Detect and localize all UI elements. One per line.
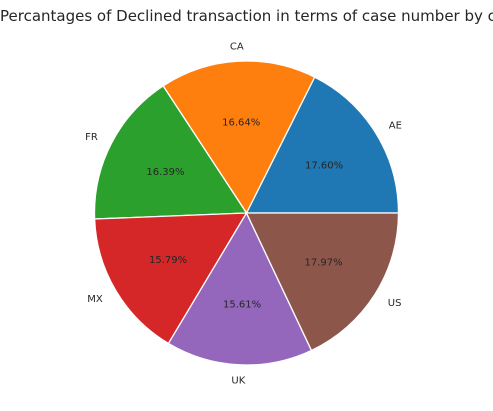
slice-pct-us: 17.97% (304, 257, 342, 268)
slice-pct-ae: 17.60% (305, 161, 343, 172)
slice-pct-fr: 16.39% (146, 167, 184, 178)
slice-pct-mx: 15.79% (149, 255, 187, 266)
slice-label-uk: UK (231, 376, 245, 387)
slice-label-ae: AE (389, 121, 402, 132)
chart-title: Percantages of Declined transaction in t… (0, 7, 493, 25)
pie-slice-us (245, 212, 400, 352)
slice-pct-uk: 15.61% (223, 300, 261, 311)
pie-slice-mx (93, 212, 248, 345)
slice-label-ca: CA (230, 42, 244, 53)
slice-label-fr: FR (85, 132, 98, 143)
slice-pct-ca: 16.64% (222, 117, 260, 128)
pie-slice-ae (245, 76, 400, 214)
pie-slice-uk (167, 211, 313, 366)
slice-label-us: US (388, 298, 402, 309)
pie-slice-ca (162, 60, 316, 215)
pie-slice-fr (93, 85, 248, 220)
slice-label-mx: MX (87, 294, 103, 305)
